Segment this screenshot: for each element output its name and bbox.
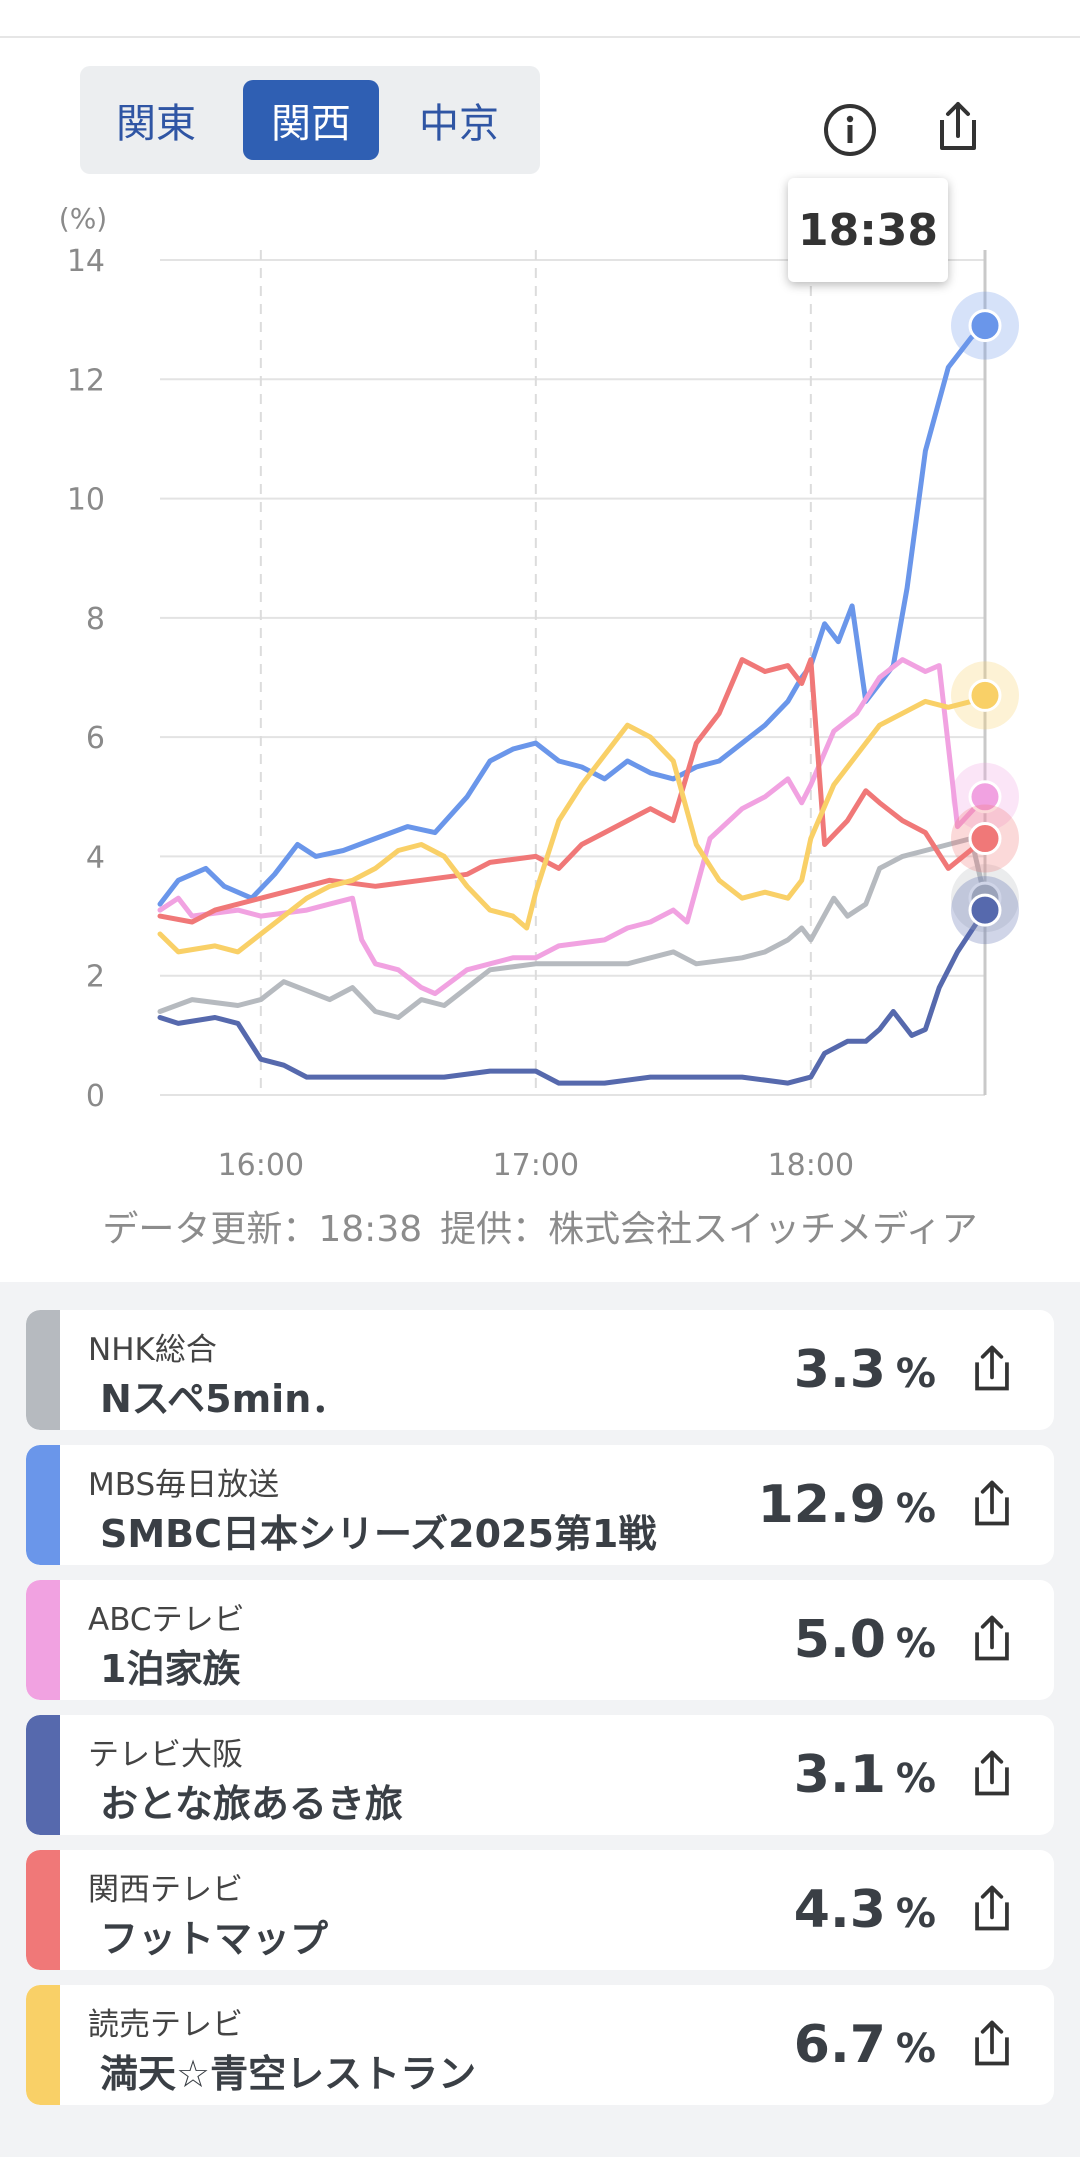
station-name: 読売テレビ [88, 2007, 243, 2043]
update-time: データ更新：18:38 [102, 1209, 423, 1250]
rating-unit: % [895, 1486, 936, 1532]
rating-unit: % [895, 2026, 936, 2072]
channel-card-ktv[interactable]: 関西テレビ フットマップ 4.3% [26, 1850, 1054, 1970]
tooltip-time: 18:38 [797, 204, 939, 256]
data-provider: 提供：株式会社スイッチメディア [440, 1209, 978, 1250]
share-icon[interactable] [964, 1475, 1020, 1531]
line-chart-svg: 0 2 4 6 8 10 12 14 (%) 16:00 17:00 18:00 [59, 202, 1019, 1183]
rating-unit: % [895, 1891, 936, 1937]
series-line-nhk [157, 836, 988, 1020]
y-tick-label: 2 [86, 960, 105, 995]
series-line-tvo [157, 907, 988, 1086]
program-title: Nスペ5min． [100, 1377, 350, 1421]
y-unit-label: (%) [59, 202, 107, 235]
channel-card-nhk[interactable]: NHK総合 Nスペ5min． 3.3% [26, 1310, 1054, 1430]
share-icon[interactable] [964, 1880, 1020, 1936]
y-tick-label: 8 [86, 602, 105, 637]
station-name: MBS毎日放送 [88, 1467, 280, 1503]
tab-kansai[interactable]: 関西 [243, 80, 379, 160]
series-end-point-mbs [968, 309, 1002, 343]
time-tooltip: 18:38 [788, 178, 948, 282]
info-icon[interactable] [820, 100, 880, 160]
program-title: SMBC日本シリーズ2025第1戦 [100, 1512, 657, 1556]
channel-color-bar [26, 1580, 60, 1700]
rating-value: 6.7% [794, 2015, 936, 2075]
rating-chart: 0 2 4 6 8 10 12 14 (%) 16:00 17:00 18:00 [0, 190, 1080, 1190]
station-name: ABCテレビ [88, 1602, 245, 1638]
tab-kanto[interactable]: 関東 [116, 101, 196, 147]
rating-unit: % [895, 1756, 936, 1802]
series-line-ytv [157, 692, 988, 955]
station-name: テレビ大阪 [88, 1737, 243, 1773]
y-tick-label: 0 [86, 1079, 105, 1114]
channel-card-ytv[interactable]: 読売テレビ 満天☆青空レストラン 6.7% [26, 1985, 1054, 2105]
rating-number: 3.1 [793, 1745, 886, 1805]
rating-value: 12.9% [758, 1475, 936, 1535]
share-icon[interactable] [964, 2015, 1020, 2071]
tab-chukyo[interactable]: 中京 [419, 101, 499, 147]
series-end-point-tvo [968, 893, 1002, 927]
rating-number: 4.3 [793, 1880, 886, 1940]
share-icon[interactable] [964, 1610, 1020, 1666]
channel-color-bar [26, 1445, 60, 1565]
rating-unit: % [895, 1621, 936, 1667]
rating-number: 5.0 [793, 1610, 886, 1670]
share-icon[interactable] [928, 96, 988, 156]
series-end-point-ytv [968, 678, 1002, 712]
rating-value: 3.3% [794, 1340, 936, 1400]
series-line-ktv [157, 657, 988, 925]
station-name: 関西テレビ [88, 1872, 243, 1908]
share-icon[interactable] [964, 1340, 1020, 1396]
rating-value: 5.0% [794, 1610, 936, 1670]
rating-number: 12.9 [757, 1475, 886, 1535]
region-tabs: 関東 関西 中京 [80, 66, 540, 174]
channel-list: NHK総合 Nスペ5min． 3.3% MBS毎日放送 SMBC日本シリーズ20… [0, 1282, 1080, 2157]
header-divider [0, 36, 1080, 38]
series-end-point-ktv [968, 822, 1002, 856]
rating-value: 4.3% [794, 1880, 936, 1940]
series-line-mbs [157, 323, 988, 907]
program-title: おとな旅あるき旅 [100, 1782, 403, 1826]
channel-color-bar [26, 1310, 60, 1430]
rating-unit: % [895, 1351, 936, 1397]
share-icon[interactable] [964, 1745, 1020, 1801]
x-tick-label: 16:00 [218, 1148, 304, 1183]
channel-card-mbs[interactable]: MBS毎日放送 SMBC日本シリーズ2025第1戦 12.9% [26, 1445, 1054, 1565]
footnote: データ更新：18:38 提供：株式会社スイッチメディア [0, 1200, 1080, 1252]
x-tick-label: 18:00 [768, 1148, 854, 1183]
program-title: 1泊家族 [100, 1647, 241, 1691]
rating-value: 3.1% [794, 1745, 936, 1805]
channel-color-bar [26, 1715, 60, 1835]
channel-color-bar [26, 1985, 60, 2105]
program-title: 満天☆青空レストラン [100, 2052, 477, 2096]
y-tick-label: 12 [67, 363, 105, 398]
channel-card-abc[interactable]: ABCテレビ 1泊家族 5.0% [26, 1580, 1054, 1700]
series-end-point-abc [968, 780, 1002, 814]
x-tick-label: 17:00 [493, 1148, 579, 1183]
y-tick-label: 6 [86, 721, 105, 756]
station-name: NHK総合 [88, 1332, 217, 1368]
series-line-abc [157, 657, 988, 997]
y-tick-label: 4 [86, 840, 105, 875]
channel-card-tvo[interactable]: テレビ大阪 おとな旅あるき旅 3.1% [26, 1715, 1054, 1835]
program-title: フットマップ [100, 1917, 329, 1961]
y-tick-label: 10 [67, 483, 105, 518]
y-tick-label: 14 [67, 244, 105, 279]
channel-color-bar [26, 1850, 60, 1970]
rating-number: 6.7 [793, 2015, 886, 2075]
rating-number: 3.3 [793, 1340, 886, 1400]
